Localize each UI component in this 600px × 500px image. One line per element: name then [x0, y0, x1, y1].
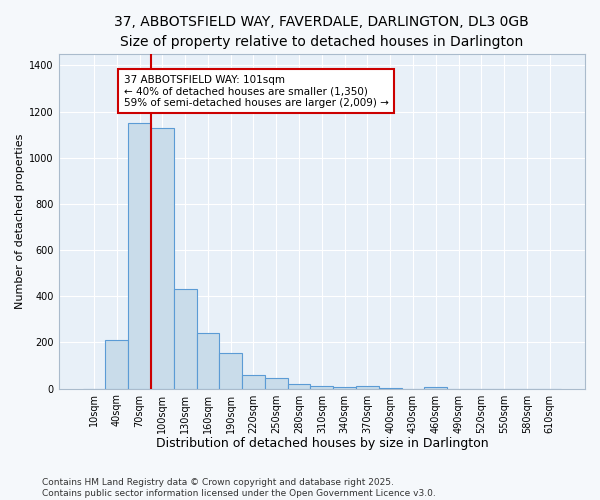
Bar [151, 128, 174, 388]
Bar [219, 353, 242, 388]
Bar [106, 340, 128, 388]
Title: 37, ABBOTSFIELD WAY, FAVERDALE, DARLINGTON, DL3 0GB
Size of property relative to: 37, ABBOTSFIELD WAY, FAVERDALE, DARLINGT… [115, 15, 529, 48]
Bar [128, 123, 151, 388]
Bar [356, 386, 379, 388]
Bar [174, 290, 197, 388]
Y-axis label: Number of detached properties: Number of detached properties [15, 134, 25, 309]
Text: Contains HM Land Registry data © Crown copyright and database right 2025.
Contai: Contains HM Land Registry data © Crown c… [42, 478, 436, 498]
Text: 37 ABBOTSFIELD WAY: 101sqm
← 40% of detached houses are smaller (1,350)
59% of s: 37 ABBOTSFIELD WAY: 101sqm ← 40% of deta… [124, 74, 388, 108]
X-axis label: Distribution of detached houses by size in Darlington: Distribution of detached houses by size … [155, 437, 488, 450]
Bar [287, 384, 310, 388]
Bar [242, 374, 265, 388]
Bar [265, 378, 287, 388]
Bar [197, 333, 219, 388]
Bar [310, 386, 333, 388]
